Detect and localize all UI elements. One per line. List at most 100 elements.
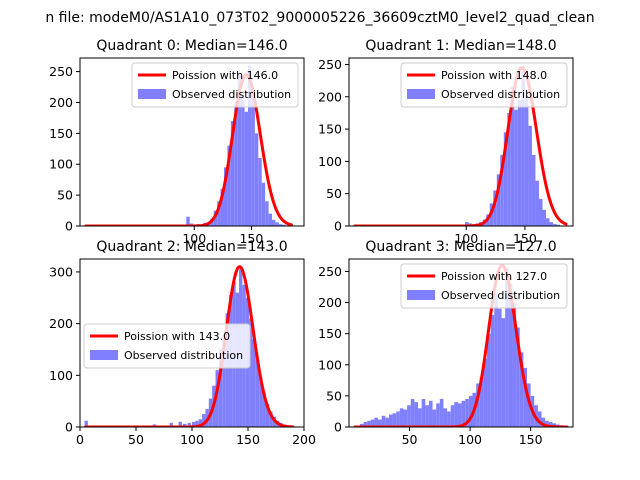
y-tick-label: 200 <box>49 95 73 110</box>
histogram-bar <box>512 302 517 427</box>
legend-label-observed: Observed distribution <box>441 289 560 302</box>
histogram-bar <box>496 174 501 226</box>
histogram-bar <box>217 201 221 226</box>
y-tick-label: 150 <box>318 326 342 341</box>
y-tick-label: 0 <box>65 420 73 435</box>
histogram-bar <box>519 352 524 427</box>
histogram-bar <box>500 154 504 226</box>
legend: Poission with 148.0 Observed distribution <box>400 62 568 108</box>
axes-frame <box>79 57 305 227</box>
panel-title: Quadrant 2: Median=143.0 <box>96 239 287 255</box>
histogram-bar <box>537 411 542 427</box>
x-tick-label: 200 <box>292 432 316 447</box>
histogram-bar <box>192 421 196 427</box>
histogram-bar <box>414 402 419 427</box>
histogram-bar <box>215 370 219 427</box>
histogram-bar <box>457 403 462 427</box>
x-tick-label: 150 <box>519 432 543 447</box>
histogram-bar <box>528 125 532 226</box>
histogram-bar <box>278 224 283 226</box>
histogram-bar <box>531 154 536 226</box>
histogram-bar <box>410 399 415 427</box>
histogram-bar <box>370 419 375 427</box>
histogram-bar <box>507 112 511 226</box>
histogram-bar <box>487 333 491 427</box>
histogram-bar <box>439 399 444 427</box>
legend-bar-swatch <box>90 350 118 360</box>
histogram-bar <box>259 377 263 427</box>
histogram-bar <box>262 393 266 427</box>
histogram-bar <box>517 100 522 226</box>
histogram-bar <box>178 421 182 427</box>
y-tick-label: 200 <box>318 89 342 104</box>
histogram-bar <box>198 419 203 427</box>
histogram-bar <box>465 222 469 226</box>
histogram-bar <box>541 417 546 427</box>
y-tick-label: 100 <box>49 368 73 383</box>
histogram-bar <box>244 111 248 226</box>
y-tick-label: 100 <box>318 154 342 169</box>
histogram-bar <box>363 422 368 427</box>
histogram-bar <box>483 358 488 427</box>
legend-label-poisson: Poission with 148.0 <box>441 69 547 82</box>
y-tick-label: 50 <box>326 388 342 403</box>
histogram-bar <box>183 423 187 427</box>
histogram-bar <box>392 413 397 427</box>
histogram-bar <box>220 188 224 226</box>
histogram-bar <box>255 359 260 427</box>
histogram-bar <box>258 158 262 226</box>
histogram-bar <box>359 423 364 427</box>
axes-frame <box>348 258 574 428</box>
histogram-bar <box>538 198 543 226</box>
histogram-bar <box>524 96 529 226</box>
histogram-bar <box>447 411 451 427</box>
y-tick-label: 300 <box>49 264 73 279</box>
y-tick-label: 250 <box>49 64 73 79</box>
histogram-bar <box>282 224 286 226</box>
histogram-bar <box>403 409 408 427</box>
histogram-bar <box>407 405 411 427</box>
histogram-bar <box>251 93 255 226</box>
histogram-bar <box>425 405 429 427</box>
histogram-bar <box>186 216 190 226</box>
y-tick-label: 200 <box>49 316 73 331</box>
plot-area <box>353 263 569 427</box>
histogram-bar <box>508 283 513 427</box>
histogram-bar <box>523 367 527 427</box>
histogram-bar <box>450 405 455 427</box>
legend-box <box>400 62 568 108</box>
histogram-bar <box>248 65 252 226</box>
histogram-bar <box>418 408 422 427</box>
histogram-bar <box>542 209 547 226</box>
histogram-bar <box>269 411 273 427</box>
y-tick-label: 250 <box>318 57 342 72</box>
legend-bar-swatch <box>138 89 166 99</box>
histogram-bar <box>465 399 469 427</box>
histogram-bar <box>432 409 437 427</box>
histogram-bar <box>252 339 256 427</box>
y-tick-label: 0 <box>334 219 342 234</box>
panel-quadrant-2: Quadrant 2: Median=143.0 0 50 100 150 200 0 10… <box>49 239 316 447</box>
histogram-bar <box>521 67 525 226</box>
histogram-bar <box>388 414 393 427</box>
figure-suptitle: n file: modeM0/AS1A10_073T02_9000005226_… <box>45 10 594 26</box>
panel-quadrant-3: Quadrant 3: Median=127.0 50 100 150 0 50 100 1… <box>318 239 574 447</box>
histogram-bar <box>468 395 473 427</box>
histogram-bar <box>461 400 466 427</box>
x-tick-label: 150 <box>513 231 537 246</box>
histogram-bar <box>224 167 228 226</box>
histogram-bar <box>428 400 433 427</box>
histogram-bar <box>195 420 199 427</box>
histogram-bar <box>249 318 253 427</box>
histogram-bar <box>493 190 497 226</box>
legend: Poission with 127.0 Observed distribution <box>400 263 568 309</box>
axes-frame <box>348 57 574 227</box>
histogram-bar <box>535 180 539 226</box>
y-tick-label: 100 <box>318 357 342 372</box>
histogram-bar <box>399 408 404 427</box>
y-tick-label: 200 <box>318 295 342 310</box>
panel-quadrant-1: Quadrant 1: Median=148.0 100 150 0 50 100 150… <box>318 38 574 246</box>
legend-label-observed: Observed distribution <box>124 349 243 362</box>
x-tick-label: 0 <box>76 432 84 447</box>
